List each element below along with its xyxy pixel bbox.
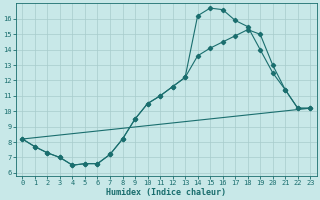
X-axis label: Humidex (Indice chaleur): Humidex (Indice chaleur) [106,188,226,197]
